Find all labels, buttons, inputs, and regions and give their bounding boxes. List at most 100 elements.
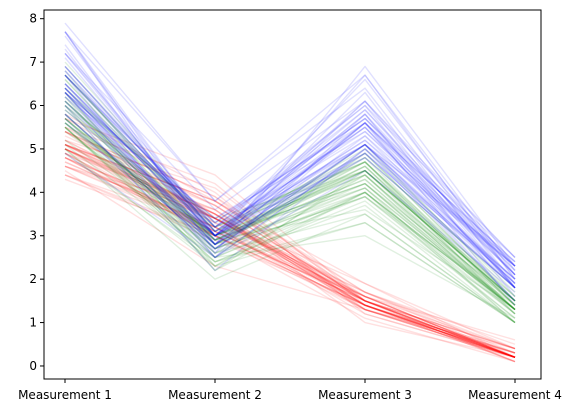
series-line-1-24 <box>64 143 516 345</box>
series-line-2-1 <box>64 61 516 306</box>
series-line-1-16 <box>64 117 516 350</box>
series-line-1-23 <box>64 165 516 358</box>
series-line-3-5 <box>64 83 516 271</box>
series-line-3-23 <box>64 31 516 280</box>
series-line-1-47 <box>64 143 516 358</box>
series-line-1-4 <box>64 165 516 358</box>
series-line-2-42 <box>64 100 516 306</box>
series-line-2-8 <box>64 152 516 324</box>
x-tick-label-3: Measurement 3 <box>318 388 412 402</box>
series-line-2-4 <box>64 126 516 311</box>
series-line-1-37 <box>64 126 516 358</box>
series-line-3-7 <box>64 152 516 293</box>
series-line-3-38 <box>64 87 516 289</box>
series-line-3-16 <box>64 87 516 267</box>
series-line-3-10 <box>64 52 516 258</box>
series-line-3-40 <box>64 65 516 276</box>
series-line-3-29 <box>64 87 516 276</box>
series-line-1-38 <box>64 152 516 363</box>
series-line-3-44 <box>64 70 516 267</box>
series-line-1-29 <box>64 139 516 358</box>
series-line-3-30 <box>64 52 516 297</box>
series-line-1-19 <box>64 117 516 354</box>
series-lines <box>64 22 516 363</box>
series-line-1-32 <box>64 130 516 350</box>
series-line-2-30 <box>64 118 516 324</box>
series-line-2-38 <box>64 92 516 311</box>
series-line-2-40 <box>64 126 516 311</box>
series-line-2-31 <box>64 126 516 319</box>
series-line-2-10 <box>64 139 516 306</box>
series-line-1-7 <box>64 165 516 354</box>
series-line-1-2 <box>64 152 516 358</box>
series-line-2-49 <box>64 144 516 319</box>
series-line-1-35 <box>64 152 516 358</box>
series-line-3-35 <box>64 100 516 306</box>
series-line-3-18 <box>64 31 516 271</box>
series-line-3-37 <box>64 91 516 263</box>
series-line-1-26 <box>64 148 516 358</box>
series-line-3-13 <box>64 70 516 276</box>
series-line-1-44 <box>64 148 516 341</box>
series-line-2-28 <box>64 74 516 293</box>
series-line-3-28 <box>64 100 516 289</box>
series-line-1-30 <box>64 161 516 358</box>
series-line-3-26 <box>64 52 516 289</box>
series-line-2-15 <box>64 122 516 311</box>
series-line-1-17 <box>64 130 516 350</box>
series-line-3-41 <box>64 74 516 263</box>
series-line-1-46 <box>64 156 516 354</box>
series-line-2-12 <box>64 109 516 302</box>
series-line-2-39 <box>64 122 516 311</box>
series-line-3-20 <box>64 105 516 302</box>
series-line-2-20 <box>64 122 516 319</box>
series-line-2-36 <box>64 104 516 298</box>
series-line-3-32 <box>64 22 516 280</box>
series-line-1-40 <box>64 143 516 358</box>
series-line-2-18 <box>64 113 516 324</box>
series-line-2-43 <box>64 113 516 315</box>
series-line-3-49 <box>64 96 516 267</box>
series-line-1-43 <box>64 174 516 358</box>
series-line-1-20 <box>64 143 516 354</box>
series-line-1-33 <box>64 139 516 363</box>
series-line-1-42 <box>64 170 516 354</box>
series-line-2-19 <box>64 96 516 302</box>
series-line-1-3 <box>64 161 516 358</box>
series-line-3-24 <box>64 91 516 289</box>
series-line-2-27 <box>64 70 516 306</box>
series-line-3-42 <box>64 65 516 267</box>
axes: 0 1 2 3 4 5 6 7 8 Measurement 1 Measurement 2 Measu… <box>18 9 562 402</box>
series-line-1-31 <box>64 156 516 358</box>
series-line-1-39 <box>64 174 516 358</box>
x-tick-label-2: Measurement 2 <box>168 388 262 402</box>
series-line-3-39 <box>64 104 516 289</box>
series-line-1-5 <box>64 148 516 358</box>
series-line-2-48 <box>64 96 516 311</box>
series-line-2-6 <box>64 117 516 311</box>
series-line-3-15 <box>64 113 516 263</box>
series-line-1-50 <box>64 148 516 358</box>
series-line-3-14 <box>64 118 516 280</box>
series-line-1-11 <box>64 130 516 358</box>
series-line-3-6 <box>64 35 516 276</box>
series-line-3-48 <box>64 83 516 280</box>
series-line-3-4 <box>64 91 516 289</box>
series-line-2-16 <box>64 74 516 306</box>
series-line-2-13 <box>64 105 516 324</box>
series-line-3-21 <box>64 65 516 267</box>
y-tick-label-0: 0 <box>29 359 37 373</box>
series-line-3-45 <box>64 74 516 258</box>
series-line-2-14 <box>64 100 516 306</box>
series-line-3-9 <box>64 74 516 289</box>
series-line-3-22 <box>64 122 516 280</box>
series-line-3-47 <box>64 92 516 285</box>
x-tick-label-1: Measurement 1 <box>18 388 112 402</box>
series-line-2-32 <box>64 126 516 324</box>
y-tick-label-2: 2 <box>29 272 37 286</box>
series-line-1-41 <box>64 148 516 354</box>
series-line-1-6 <box>64 130 516 350</box>
series-line-2-45 <box>64 122 516 311</box>
series-line-3-12 <box>64 87 516 284</box>
x-tick-label-4: Measurement 4 <box>468 388 562 402</box>
